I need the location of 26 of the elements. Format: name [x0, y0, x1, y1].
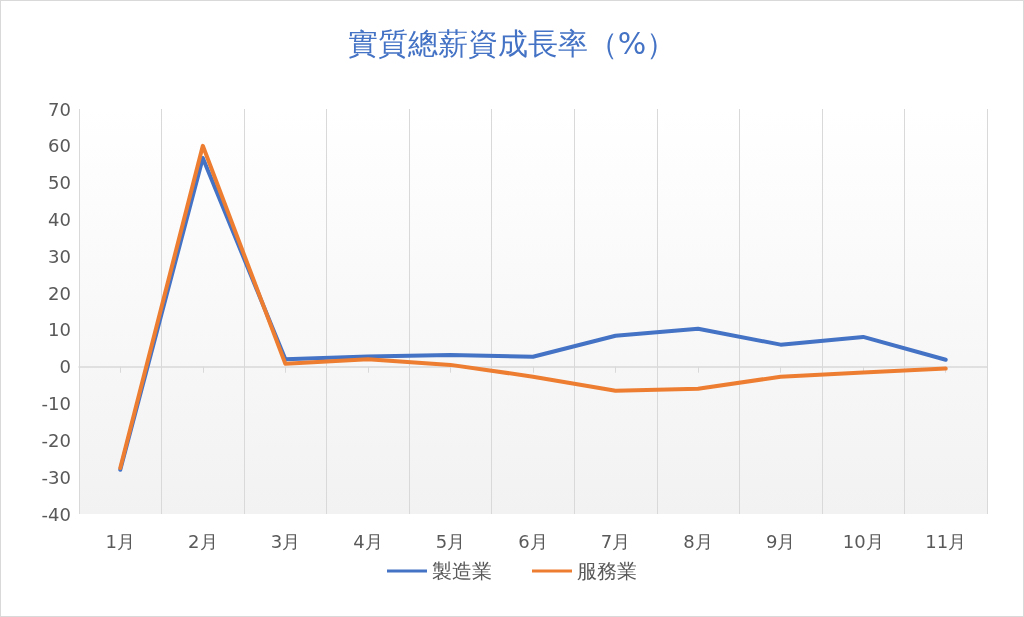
- y-tick-label: 10: [48, 319, 71, 341]
- legend-label: 服務業: [577, 559, 637, 583]
- y-tick-label: 40: [48, 208, 71, 230]
- y-tick-label: -40: [41, 503, 71, 525]
- y-tick-label: -20: [41, 429, 71, 451]
- y-tick-label: 50: [48, 172, 71, 194]
- x-tick-label: 6月: [518, 530, 548, 552]
- y-tick-label: 70: [48, 98, 71, 120]
- y-tick-label: -30: [41, 466, 71, 488]
- x-tick-label: 4月: [353, 530, 383, 552]
- y-tick-label: 0: [59, 356, 71, 378]
- x-tick-label: 1月: [105, 530, 135, 552]
- x-tick-label: 11月: [925, 530, 967, 552]
- x-tick-label: 8月: [683, 530, 713, 552]
- y-tick-label: 60: [48, 135, 71, 157]
- x-tick-label: 9月: [765, 530, 796, 552]
- x-tick-label: 2月: [188, 530, 218, 552]
- x-tick-label: 7月: [600, 530, 631, 552]
- x-tick-label: 3月: [270, 530, 301, 552]
- x-tick-label: 5月: [435, 530, 466, 552]
- y-tick-label: -10: [41, 393, 71, 415]
- chart-title: 實質總薪資成長率（%）: [347, 25, 677, 61]
- y-tick-label: 30: [48, 245, 71, 267]
- x-tick-label: 10月: [842, 530, 884, 552]
- legend-label: 製造業: [432, 559, 492, 583]
- y-tick-label: 20: [48, 282, 71, 304]
